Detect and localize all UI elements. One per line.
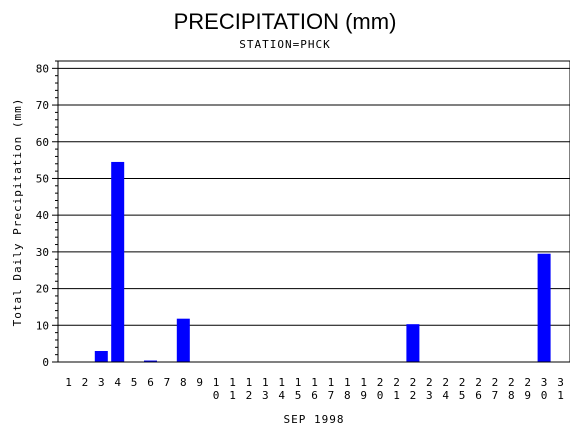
x-tick-label: 2 xyxy=(82,376,89,389)
bar xyxy=(94,350,108,362)
y-axis-label: Total Daily Precipitation (mm) xyxy=(11,98,24,327)
y-tick-label: 10 xyxy=(36,319,49,332)
x-axis: 1 2 3 4 5 6 7 8 9 1 01 11 21 31 41 51 61 71 81 92 02 12 22 32 42… xyxy=(65,376,564,402)
y-tick-label: 60 xyxy=(36,136,49,149)
bar xyxy=(176,318,190,362)
y-tick-label: 0 xyxy=(42,356,49,369)
y-tick-label: 20 xyxy=(36,283,49,296)
x-tick-label: 1 xyxy=(65,376,72,389)
plot-frame xyxy=(57,60,570,363)
x-tick-label: 7 xyxy=(164,376,171,389)
bar xyxy=(111,161,125,362)
y-tick-label: 30 xyxy=(36,246,49,259)
bar xyxy=(406,324,420,362)
x-tick-label: 9 xyxy=(196,376,203,389)
bar xyxy=(144,360,157,362)
y-tick-label: 80 xyxy=(36,62,49,75)
x-tick-label: 6 xyxy=(147,376,154,389)
x-tick-label: 5 xyxy=(131,376,138,389)
x-tick-label: 3 xyxy=(98,376,105,389)
y-tick-label: 50 xyxy=(36,172,49,185)
bars xyxy=(94,161,551,362)
y-tick-label: 40 xyxy=(36,209,49,222)
gridlines xyxy=(58,67,570,326)
bar xyxy=(537,253,551,362)
y-axis: 0 10 20 30 40 50 60 70 80 xyxy=(36,60,58,369)
x-tick-label: 8 xyxy=(180,376,187,389)
chart-title: PRECIPITATION (mm) xyxy=(174,9,397,34)
y-tick-label: 70 xyxy=(36,99,49,112)
x-axis-label: SEP 1998 xyxy=(284,413,345,426)
x-tick-label: 4 xyxy=(114,376,121,389)
chart-subtitle: STATION=PHCK xyxy=(239,38,330,51)
